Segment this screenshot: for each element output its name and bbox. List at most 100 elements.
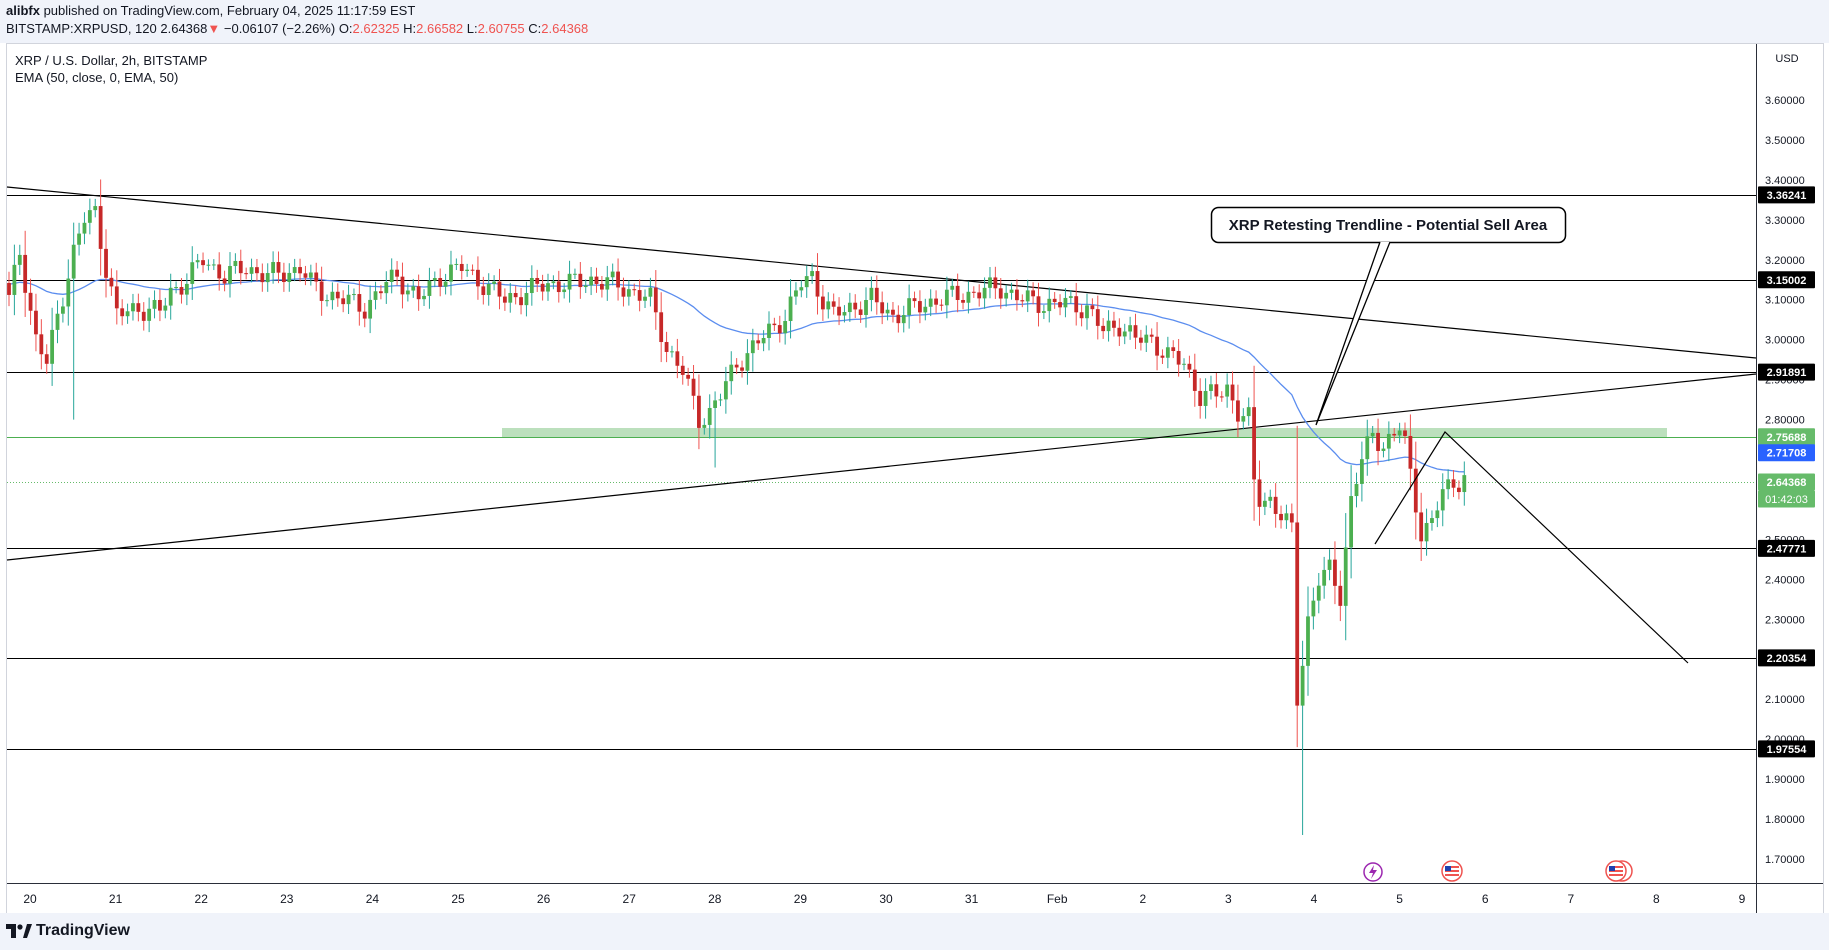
price-axis-labels: 3.36241 3.15002 2.91891 2.75688 2.71708 2.643… bbox=[1758, 186, 1815, 758]
candle-up bbox=[163, 305, 168, 311]
candle-up bbox=[352, 294, 356, 296]
candle-down bbox=[837, 306, 841, 316]
candle-down bbox=[319, 281, 324, 301]
candle-up bbox=[810, 271, 815, 277]
candle-up bbox=[87, 210, 92, 223]
price-label-bg bbox=[1758, 649, 1815, 667]
symbol-info: BITSTAMP:XRPUSD, 120 bbox=[6, 21, 157, 36]
down-arrow-icon: ▼ bbox=[207, 21, 221, 36]
candle-up bbox=[287, 272, 292, 283]
candle-up bbox=[66, 278, 71, 307]
candle-down bbox=[1101, 325, 1106, 332]
candle-up bbox=[842, 312, 847, 316]
candle-down bbox=[44, 354, 49, 364]
time-tick-label: 8 bbox=[1653, 892, 1660, 906]
candle-up bbox=[589, 276, 594, 286]
candle-up bbox=[265, 273, 270, 283]
candle-up bbox=[17, 254, 22, 265]
tradingview-logo[interactable]: TradingView bbox=[6, 922, 130, 940]
candle-down bbox=[912, 298, 917, 302]
price-label-bg bbox=[1758, 473, 1815, 491]
price-tick-label: 2.10000 bbox=[1765, 694, 1805, 706]
time-tick-label: 9 bbox=[1739, 892, 1746, 906]
close-label: C: bbox=[528, 21, 542, 36]
candle-up bbox=[643, 296, 647, 301]
candle-up bbox=[71, 244, 76, 279]
candle-down bbox=[535, 277, 540, 284]
candle-up bbox=[723, 381, 728, 400]
callout-text: XRP Retesting Trendline - Potential Sell… bbox=[1229, 217, 1548, 234]
candle-up bbox=[529, 277, 534, 294]
us-flag-event-cluster-icon[interactable] bbox=[1605, 860, 1633, 882]
candle-up bbox=[330, 291, 335, 301]
candle-down bbox=[1036, 296, 1041, 313]
legend-indicator[interactable]: EMA (50, close, 0, EMA, 50) bbox=[15, 70, 179, 85]
time-tick-label: 28 bbox=[708, 892, 722, 906]
candle-down bbox=[303, 273, 308, 278]
author-name[interactable]: alibfx bbox=[6, 3, 40, 18]
horizontal-levels bbox=[7, 195, 1756, 750]
chart-legend: XRP / U.S. Dollar, 2h, BITSTAMP EMA (50,… bbox=[15, 52, 207, 86]
candle-up bbox=[1327, 559, 1332, 570]
candle-down bbox=[1155, 336, 1159, 356]
price-label-zone: 2.75688 bbox=[1767, 432, 1807, 444]
candle-up bbox=[249, 267, 254, 274]
time-tick-label: 6 bbox=[1482, 892, 1489, 906]
candle-up bbox=[1209, 384, 1213, 391]
price-label-level: 3.36241 bbox=[1767, 190, 1807, 202]
price-label-bg bbox=[1758, 740, 1815, 758]
candle-down bbox=[880, 302, 885, 314]
candle-down bbox=[1236, 400, 1240, 422]
candle-up bbox=[1359, 459, 1364, 484]
candle-up bbox=[308, 272, 313, 278]
candle-down bbox=[896, 314, 901, 324]
candle-up bbox=[928, 298, 933, 307]
publish-line: alibfx published on TradingView.com, Feb… bbox=[6, 3, 415, 18]
candle-up bbox=[389, 269, 394, 282]
candle-up bbox=[228, 266, 232, 284]
candle-up bbox=[804, 276, 809, 288]
candle-down bbox=[691, 378, 696, 396]
candle-down bbox=[23, 254, 28, 293]
us-flag-event-icon[interactable] bbox=[1441, 860, 1463, 882]
candle-down bbox=[1187, 363, 1192, 370]
price-label-bg bbox=[1758, 363, 1815, 381]
time-tick-label: 27 bbox=[623, 892, 637, 906]
candle-down bbox=[740, 367, 744, 371]
candle-down bbox=[1031, 290, 1035, 297]
candle-up bbox=[1041, 311, 1046, 313]
candle-up bbox=[492, 281, 496, 284]
high-value: 2.66582 bbox=[416, 21, 464, 36]
time-tick-label: 26 bbox=[537, 892, 551, 906]
flash-event-icon[interactable] bbox=[1363, 862, 1383, 882]
candle-up bbox=[761, 338, 766, 344]
candle-down bbox=[858, 309, 863, 315]
candle-down bbox=[621, 287, 626, 297]
candle-up bbox=[907, 298, 912, 316]
candle-down bbox=[637, 290, 642, 301]
candle-down bbox=[244, 273, 249, 275]
candle-down bbox=[734, 364, 739, 368]
price-tick-label: 3.30000 bbox=[1765, 215, 1805, 227]
candle-down bbox=[1403, 430, 1407, 436]
candle-up bbox=[1316, 585, 1321, 601]
candle-up bbox=[1365, 436, 1370, 460]
price-tick-label: 3.50000 bbox=[1765, 135, 1805, 147]
candle-down bbox=[831, 301, 836, 307]
candle-down bbox=[379, 291, 383, 294]
candle-down bbox=[664, 342, 669, 352]
candle-up bbox=[718, 399, 723, 401]
candle-up bbox=[325, 300, 329, 302]
candle-up bbox=[864, 300, 868, 315]
ohlc-line: BITSTAMP:XRPUSD, 120 2.64368▼ −0.06107 (… bbox=[6, 21, 588, 36]
candle-down bbox=[961, 299, 965, 303]
time-tick-label: 4 bbox=[1311, 892, 1318, 906]
currency-label[interactable]: USD bbox=[1775, 53, 1799, 65]
candle-down bbox=[400, 276, 405, 295]
candle-up bbox=[966, 291, 971, 303]
tradingview-logo-icon bbox=[6, 924, 32, 938]
legend-title[interactable]: XRP / U.S. Dollar, 2h, BITSTAMP bbox=[15, 53, 208, 68]
candle-down bbox=[395, 269, 399, 277]
low-value: 2.60755 bbox=[477, 21, 525, 36]
